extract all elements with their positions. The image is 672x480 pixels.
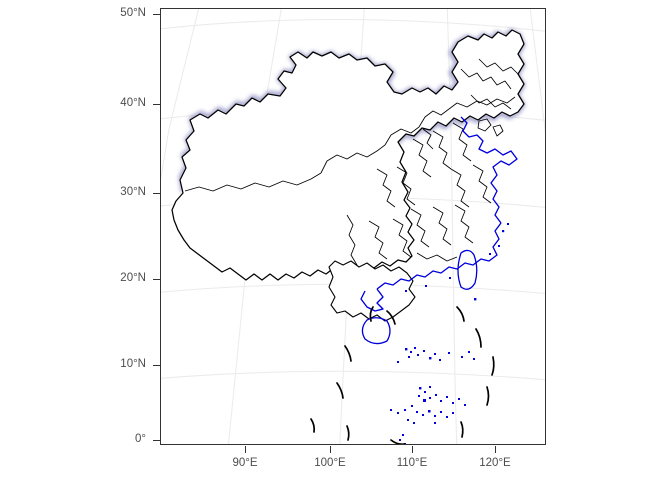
province-boundaries xyxy=(184,58,520,266)
coastline xyxy=(360,116,518,312)
x-tick-label-3: 120°E xyxy=(479,457,511,469)
y-tick-label-3: 20°N xyxy=(120,272,146,284)
southern-provinces xyxy=(328,260,416,322)
coastal-islets xyxy=(405,223,509,301)
x-tick-mark xyxy=(245,446,246,453)
y-tick-label-0: 50°N xyxy=(120,7,146,19)
south-china-sea-islands xyxy=(390,347,475,444)
y-tick-mark xyxy=(153,193,160,194)
x-tick-mark xyxy=(495,446,496,453)
y-tick-label-4: 10°N xyxy=(120,358,146,370)
x-tick-label-0: 90°E xyxy=(232,457,258,469)
x-tick-label-1: 100°E xyxy=(314,457,346,469)
y-tick-label-5: 0° xyxy=(135,433,146,445)
x-tick-mark xyxy=(412,446,413,453)
taiwan-island xyxy=(457,249,478,290)
x-tick-mark xyxy=(330,446,331,453)
y-tick-mark xyxy=(153,440,160,441)
y-tick-label-1: 40°N xyxy=(120,97,146,109)
china-mainland-outline xyxy=(171,29,525,281)
hainan-island xyxy=(361,317,391,345)
map-svg xyxy=(161,9,545,444)
y-tick-label-2: 30°N xyxy=(120,186,146,198)
y-tick-mark xyxy=(153,104,160,105)
x-tick-label-2: 110°E xyxy=(396,457,428,469)
nine-dash-line xyxy=(310,306,495,444)
map-panel xyxy=(160,8,546,445)
y-tick-mark xyxy=(153,14,160,15)
y-tick-mark xyxy=(153,365,160,366)
y-tick-mark xyxy=(153,279,160,280)
